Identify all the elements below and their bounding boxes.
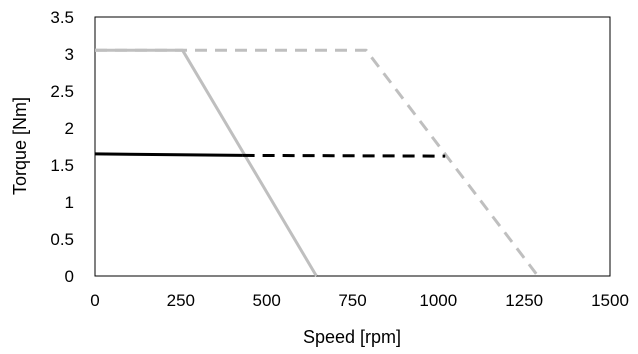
series-1-line	[95, 48, 540, 277]
x-tick-label: 500	[253, 291, 281, 310]
y-tick-label: 2.5	[50, 82, 74, 101]
y-tick-label: 1	[65, 193, 74, 212]
y-tick-label: 3.5	[50, 8, 74, 27]
series-0-line	[95, 48, 318, 277]
y-axis-title: Torque [Nm]	[10, 97, 30, 195]
y-tick-label: 0	[65, 267, 74, 286]
series-2-line	[94, 152, 243, 157]
x-tick-label: 250	[167, 291, 195, 310]
y-tick-label: 1.5	[50, 156, 74, 175]
x-tick-label: 1000	[419, 291, 457, 310]
series-3-line	[242, 153, 446, 158]
x-tick-label: 0	[90, 291, 99, 310]
x-tick-label: 1250	[505, 291, 543, 310]
y-tick-labels: 0 0.5 1 1.5 2 2.5 3 3.5	[50, 8, 74, 286]
series-layer	[94, 48, 540, 277]
x-axis-title: Speed [rpm]	[303, 327, 401, 347]
y-tick-label: 0.5	[50, 230, 74, 249]
x-tick-labels: 0 250 500 750 1000 1250 1500	[90, 291, 629, 310]
x-tick-label: 750	[338, 291, 366, 310]
x-tick-label: 1500	[591, 291, 629, 310]
y-tick-label: 3	[65, 45, 74, 64]
y-tick-label: 2	[65, 119, 74, 138]
plot-frame	[94, 16, 611, 277]
